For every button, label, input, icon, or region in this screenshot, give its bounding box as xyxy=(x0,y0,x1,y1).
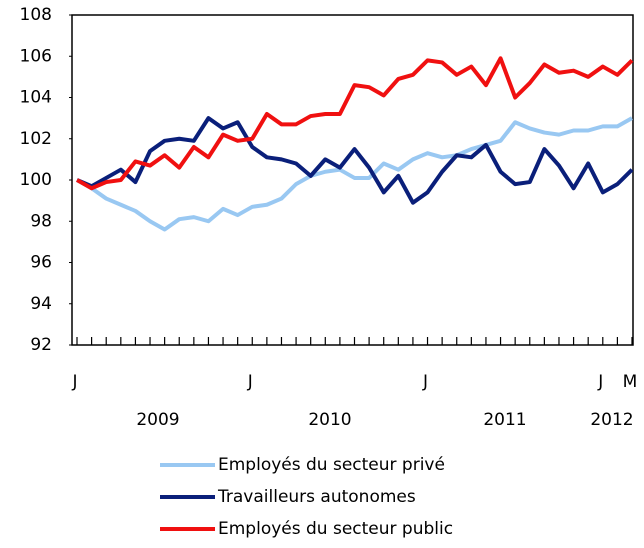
y-tick-label: 96 xyxy=(30,253,52,273)
plot-frame xyxy=(71,14,634,346)
series-line xyxy=(76,116,633,232)
year-label: 2012 xyxy=(590,410,633,430)
y-tick-label: 102 xyxy=(20,129,52,149)
y-tick-label: 106 xyxy=(20,46,52,66)
y-tick-label: 92 xyxy=(30,335,52,355)
y-tick-label: 100 xyxy=(20,170,52,190)
x-tick-label: J xyxy=(422,372,428,392)
y-tick-label: 98 xyxy=(30,211,52,231)
year-label: 2009 xyxy=(136,410,179,430)
legend-label: Employés du secteur privé xyxy=(218,455,445,475)
y-tick-label: 94 xyxy=(30,294,52,314)
series-line xyxy=(76,116,634,205)
year-label: 2010 xyxy=(308,410,351,430)
x-tick-label: J xyxy=(247,372,253,392)
x-tick-label: J xyxy=(71,372,77,392)
y-tick-label: 104 xyxy=(20,88,52,108)
x-tick-label: J xyxy=(597,372,603,392)
y-tick-label: 108 xyxy=(20,5,52,25)
year-label: 2011 xyxy=(483,410,526,430)
legend-label: Travailleurs autonomes xyxy=(217,487,416,507)
series-line xyxy=(76,56,634,191)
x-tick-label: M xyxy=(623,372,638,392)
legend-label: Employés du secteur public xyxy=(218,519,453,539)
